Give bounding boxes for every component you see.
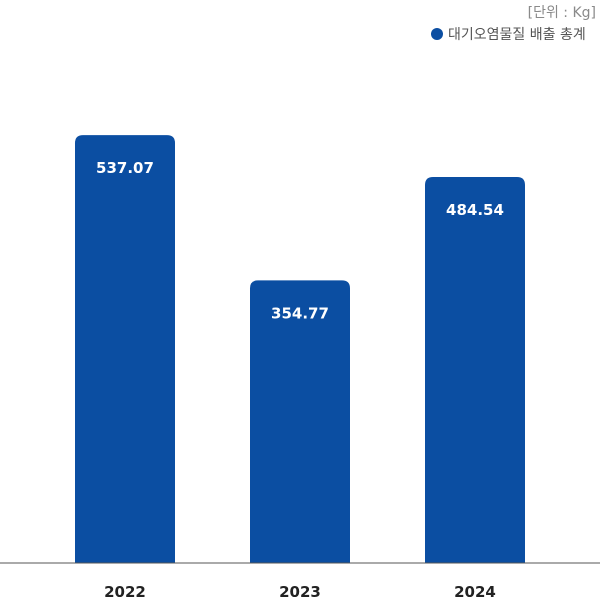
legend-marker xyxy=(431,28,443,40)
bar-2023 xyxy=(250,280,350,563)
legend-label: 대기오염물질 배출 총계 xyxy=(448,27,586,43)
bar-2024 xyxy=(425,176,525,563)
unit-label: [단위 : Kg] xyxy=(528,5,596,21)
value-labels-layer: 537.07 354.77 484.54 xyxy=(96,159,504,322)
x-tick-label-2024: 2024 xyxy=(454,583,496,600)
x-tick-label-2022: 2022 xyxy=(104,583,146,600)
bars-layer xyxy=(75,135,525,564)
x-tick-label-2023: 2023 xyxy=(279,583,321,600)
x-axis-tick-labels: 2022 2023 2024 xyxy=(104,583,496,600)
bar-2022 xyxy=(75,135,175,564)
value-label-2023: 354.77 xyxy=(271,304,329,322)
value-label-2024: 484.54 xyxy=(446,201,504,219)
value-label-2022: 537.07 xyxy=(96,159,154,177)
